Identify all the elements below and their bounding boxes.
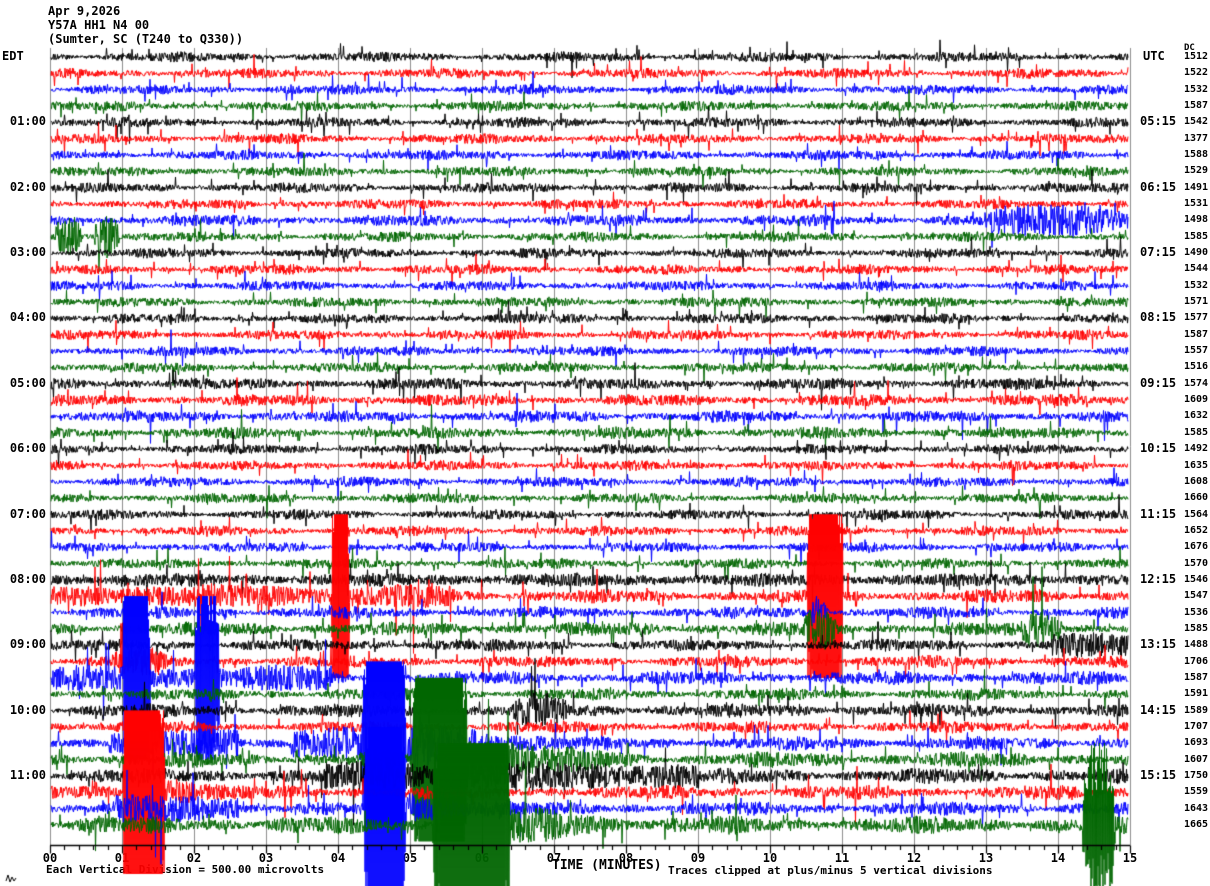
- webicorder-screen: Apr 9,2026 Y57A HH1 N4 00 (Sumter, SC (T…: [0, 0, 1210, 886]
- helicorder-trace-plot: [0, 0, 1210, 886]
